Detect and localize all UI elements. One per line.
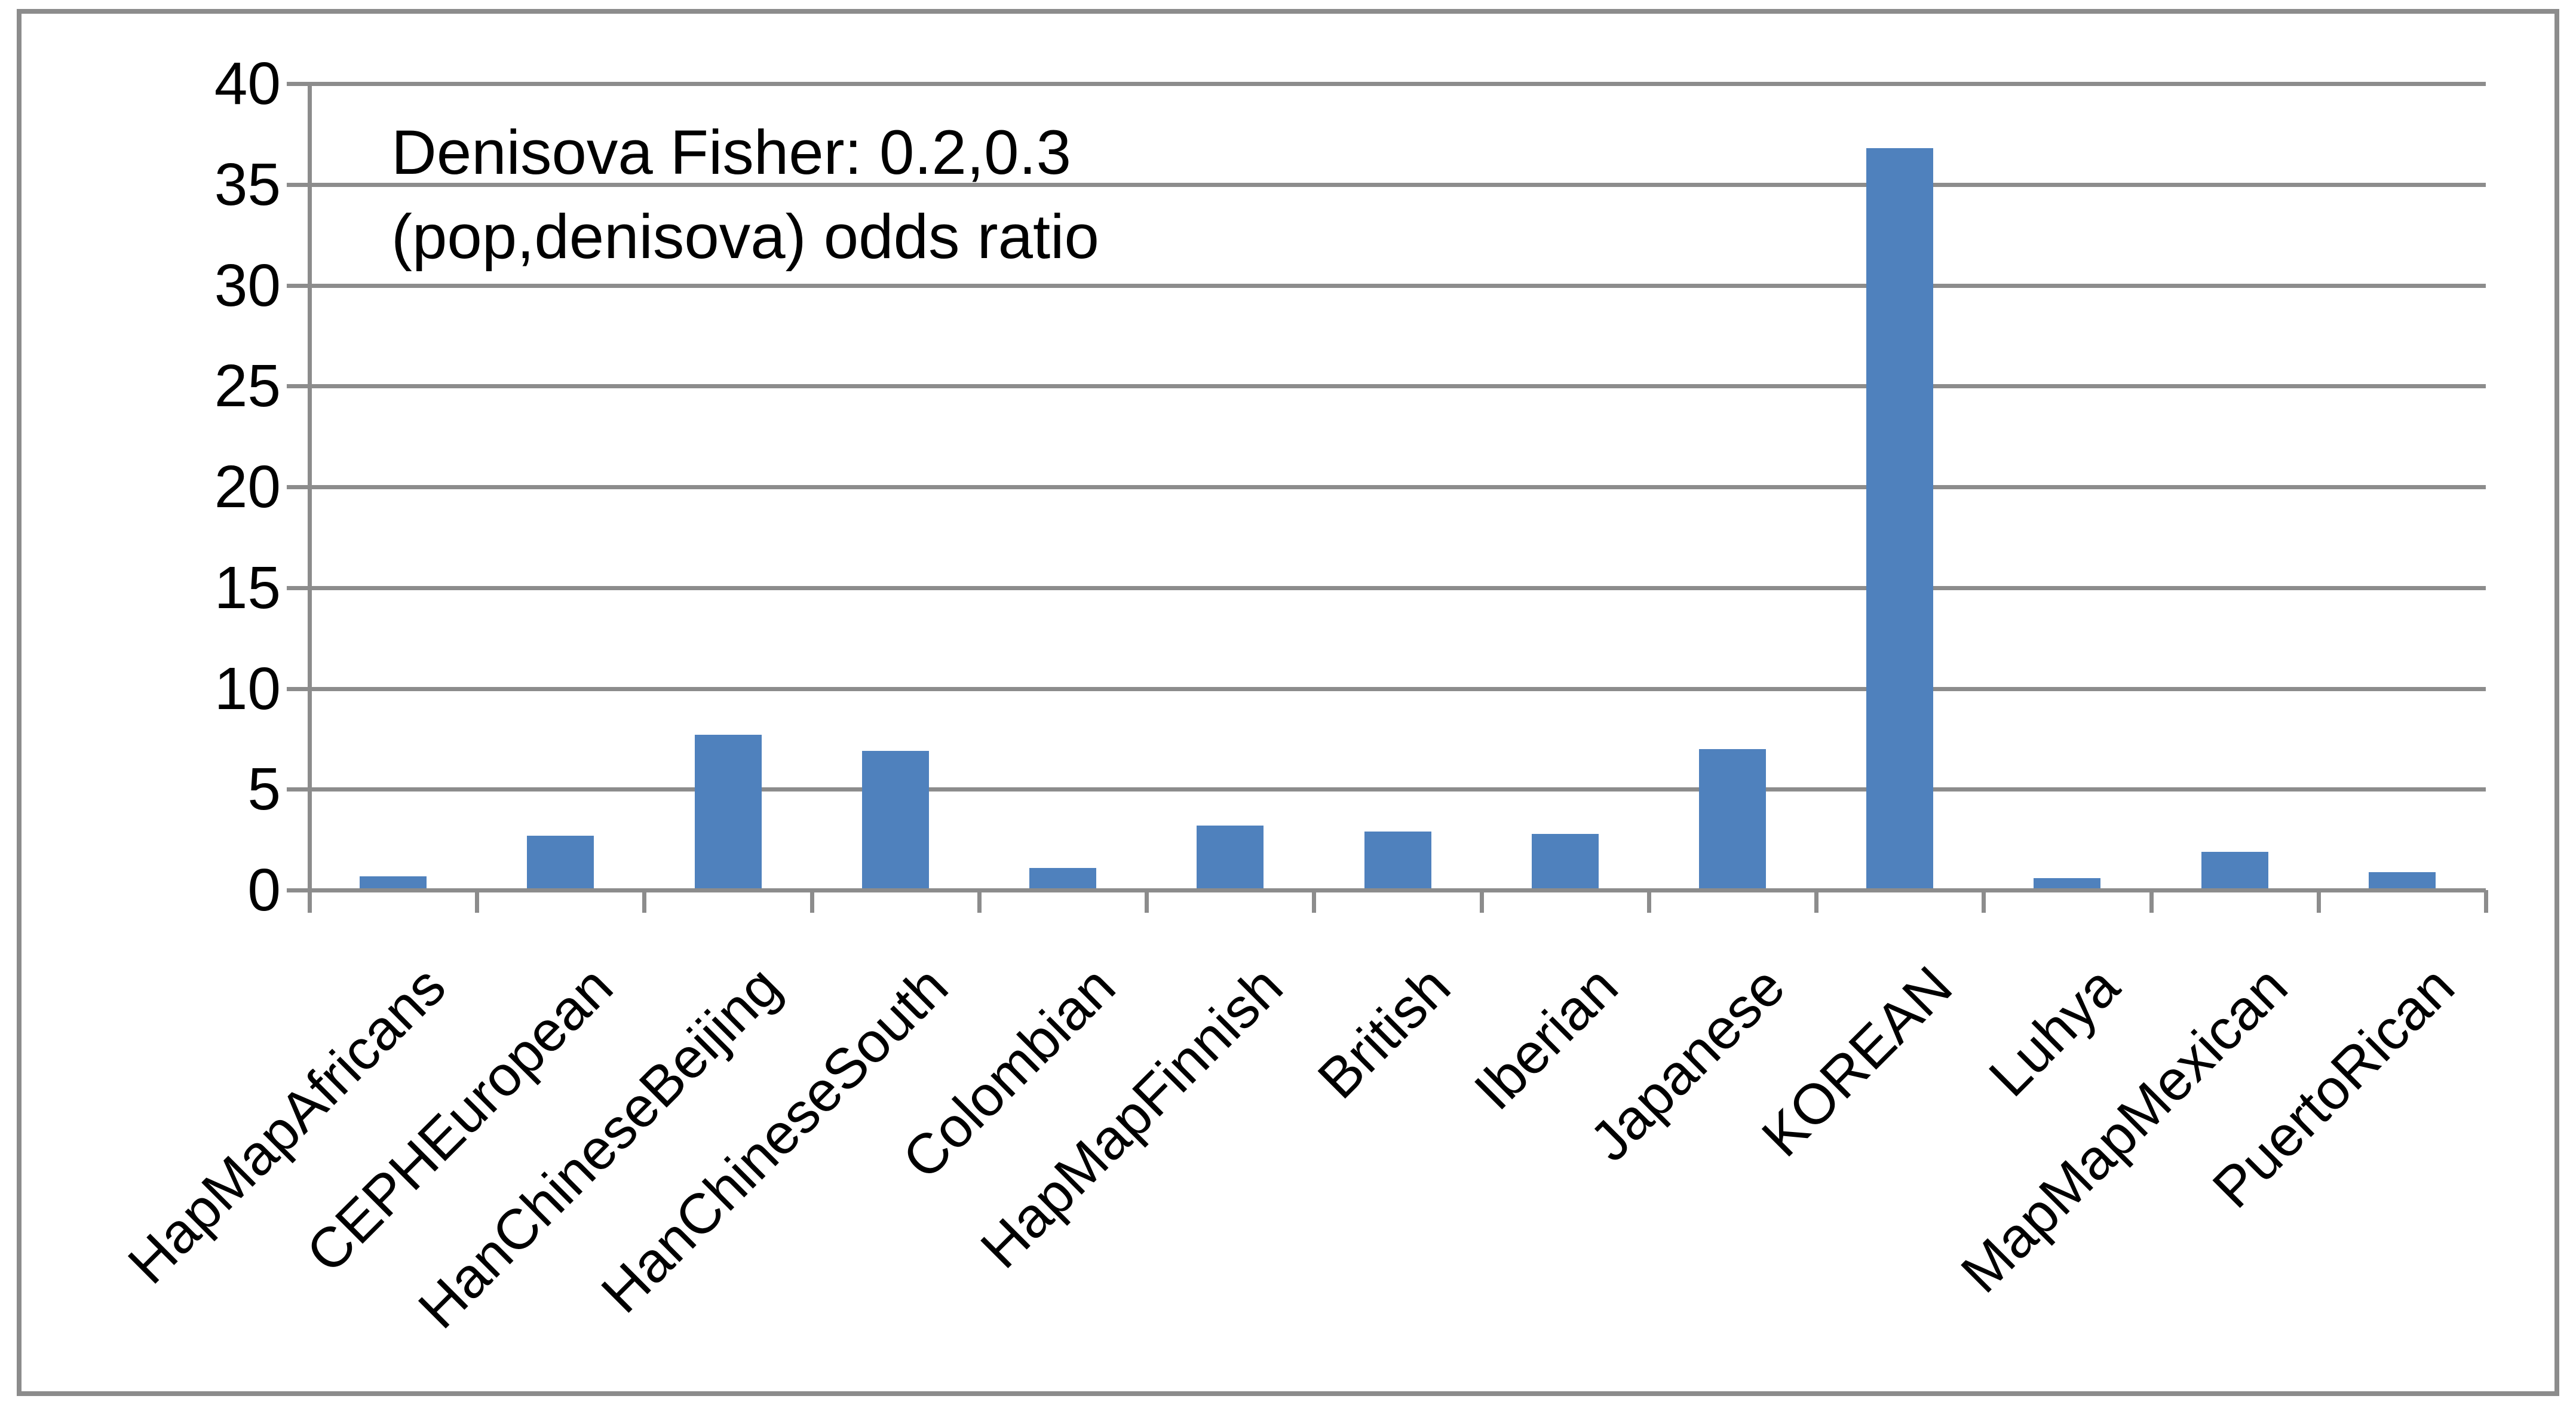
gridline [309,586,2486,590]
gridline [309,284,2486,288]
category-tick-mark [2149,890,2154,913]
bar [2369,872,2436,888]
y-tick-mark [287,586,309,590]
category-tick-mark [1312,890,1316,913]
y-axis-line [308,84,312,890]
gridline [309,787,2486,792]
x-category-label: Iberian [1462,954,1630,1122]
gridline [309,82,2486,86]
bar [695,735,762,888]
category-tick-mark [1647,890,1651,913]
bar [1699,749,1766,888]
bar [1532,834,1599,888]
bar [2201,852,2268,888]
bar [527,836,594,888]
y-tick-mark [287,787,309,792]
annotation-line-2: (pop,denisova) odds ratio [391,202,1099,272]
y-tick-mark [287,183,309,187]
gridline [309,384,2486,388]
bar [1029,868,1096,888]
y-tick-label: 5 [247,756,281,823]
category-tick-mark [308,890,312,913]
y-tick-label: 0 [247,857,281,924]
y-tick-mark [287,485,309,489]
x-category-label: HapMapFinnish [968,954,1295,1281]
category-tick-mark [1480,890,1484,913]
y-tick-label: 20 [214,453,281,520]
y-tick-label: 40 [214,50,281,117]
category-tick-mark [1814,890,1818,913]
bar [2034,878,2100,888]
x-category-label: HapMapAfricans [116,954,458,1296]
category-tick-mark [1982,890,1986,913]
bar [1197,826,1264,888]
chart-outer-border [17,9,2559,1396]
category-tick-mark [1145,890,1149,913]
category-tick-mark [2484,890,2488,913]
y-tick-label: 30 [214,252,281,319]
y-tick-mark [287,284,309,288]
bar [360,876,427,888]
bar [862,751,929,888]
y-tick-mark [287,687,309,691]
bar [1364,832,1431,888]
y-tick-mark [287,82,309,86]
gridline [309,183,2486,187]
bar [1866,148,1933,888]
gridline [309,888,2486,892]
x-category-label: British [1306,954,1462,1111]
category-tick-mark [475,890,479,913]
y-tick-label: 25 [214,352,281,419]
y-tick-label: 10 [214,655,281,722]
x-category-label: Luhya [1977,954,2132,1109]
category-tick-mark [2317,890,2321,913]
category-tick-mark [977,890,982,913]
annotation: Denisova Fisher: 0.2,0.3 (pop,denisova) … [391,111,1099,279]
x-category-label: CEPHEuropean [294,954,625,1285]
annotation-line-1: Denisova Fisher: 0.2,0.3 [391,118,1072,188]
y-tick-mark [287,888,309,892]
y-tick-label: 35 [214,151,281,218]
gridline [309,485,2486,489]
y-tick-label: 15 [214,554,281,621]
category-tick-mark [810,890,814,913]
category-tick-mark [642,890,646,913]
y-tick-mark [287,384,309,388]
gridline [309,687,2486,691]
